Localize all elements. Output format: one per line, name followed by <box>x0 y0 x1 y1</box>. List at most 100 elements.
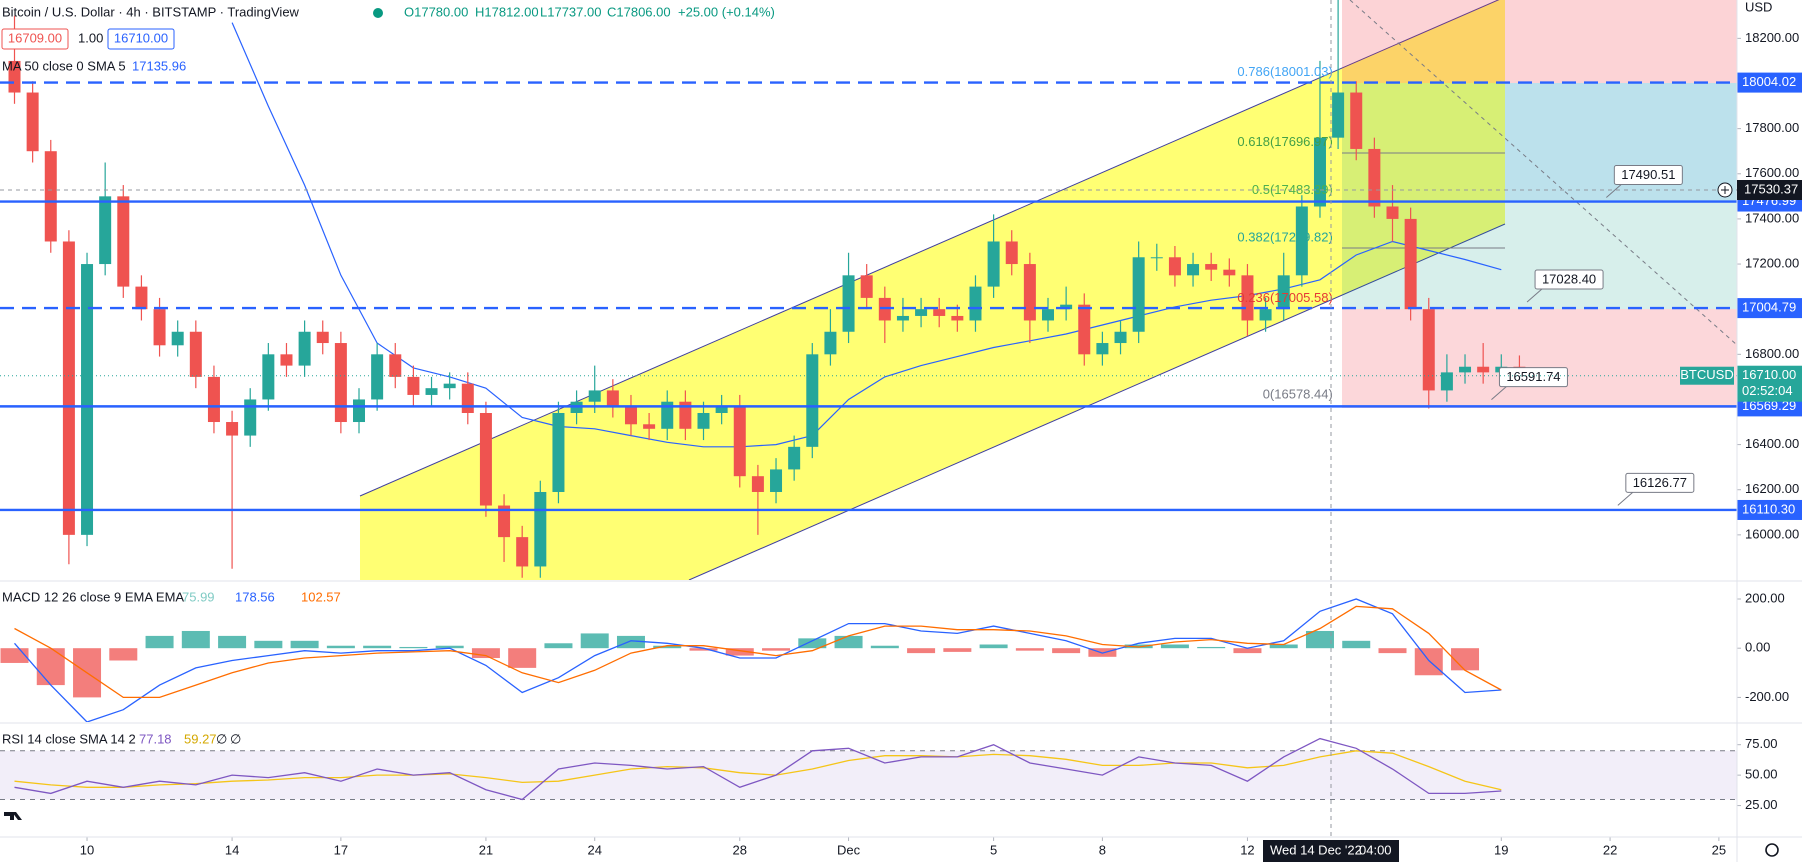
last-price: 16710.00 <box>1742 367 1796 382</box>
candle-body <box>1078 304 1091 355</box>
candle-body <box>353 399 366 423</box>
x-tick-label: Dec <box>837 842 861 857</box>
sell-button[interactable] <box>1 28 69 50</box>
y-tick-label: 16800.00 <box>1745 346 1799 361</box>
candle-body <box>1350 92 1363 149</box>
candle-body <box>443 383 456 389</box>
low-readout: L17737.00 <box>540 4 601 19</box>
ask-price[interactable]: 16710.00 <box>114 30 168 45</box>
bid-price[interactable]: 16709.00 <box>8 30 62 45</box>
macd-histogram-bar <box>1160 644 1189 649</box>
candle-body <box>715 406 728 413</box>
candle-body <box>1223 269 1236 276</box>
candle-body <box>1042 309 1055 321</box>
callout-label: 16126.77 <box>1633 475 1687 490</box>
fib-label: 0(16578.44) <box>1263 387 1333 402</box>
candle-body <box>1459 366 1472 373</box>
macd-histogram-bar <box>1015 648 1044 651</box>
macd-histogram-bar <box>1342 640 1371 649</box>
macd-histogram-bar <box>1197 646 1226 649</box>
rsi-title: RSI 14 close SMA 14 2 <box>2 731 136 746</box>
macd-histogram-bar <box>979 644 1008 649</box>
settings[interactable] <box>1765 843 1779 857</box>
callout-box <box>1498 367 1568 388</box>
candle-body <box>334 343 347 423</box>
callout-box <box>1534 269 1604 290</box>
macd-histogram-bar <box>653 645 682 649</box>
candle-body <box>860 275 873 298</box>
candle-body <box>824 331 837 355</box>
candle-body <box>1422 309 1435 391</box>
candle-body <box>679 401 692 429</box>
candle-body <box>189 331 202 377</box>
candles <box>8 0 1526 578</box>
level-label-box <box>1737 499 1802 520</box>
currency: USD <box>1745 0 1772 14</box>
candle-body <box>1150 257 1163 259</box>
callout-pointer <box>1606 183 1623 198</box>
signal-line <box>14 605 1502 699</box>
candle-body <box>316 331 329 344</box>
x-tick-label: 17 <box>334 842 348 857</box>
candle-body <box>1386 206 1399 219</box>
macd-histogram-bar <box>363 645 392 649</box>
x-tick-label: 10 <box>80 842 94 857</box>
candle-body <box>1168 257 1181 276</box>
candle-body <box>461 383 474 413</box>
rsi-line <box>14 737 1502 801</box>
macd-readout: 75.99 <box>182 589 215 604</box>
candle-body <box>479 412 492 506</box>
callout-box <box>1625 472 1695 493</box>
macd-histogram-bar <box>616 635 645 649</box>
stop-zone <box>1342 0 1737 83</box>
last-price-box <box>1737 365 1802 402</box>
candle-body <box>207 376 220 423</box>
candle-body <box>751 476 764 492</box>
macd-histogram-bar <box>109 648 138 661</box>
candle-body <box>226 422 239 436</box>
macd-plot <box>0 598 1502 722</box>
open-readout: O17780.00 <box>404 4 468 19</box>
candle-body <box>425 388 438 395</box>
x-tick-label: 21 <box>479 842 493 857</box>
candle-body <box>117 196 130 287</box>
macd-line <box>14 598 1502 722</box>
candle-body <box>770 469 783 492</box>
crosshair-date-box <box>1263 840 1399 862</box>
candle-body <box>1277 275 1290 310</box>
macd-histogram-bar <box>1378 648 1407 654</box>
crosshair-date: Wed 14 Dec '22 <box>1270 842 1362 857</box>
candle-body <box>244 399 257 436</box>
countdown: 02:52:04 <box>1742 383 1793 398</box>
candle-body <box>135 286 148 310</box>
buy-button[interactable] <box>107 28 175 50</box>
y-tick-label: 17400.00 <box>1745 210 1799 225</box>
moving-average <box>231 22 1502 448</box>
stop-zone <box>1342 309 1737 408</box>
macd-histogram-bar <box>762 648 791 651</box>
callout-label: 17490.51 <box>1621 167 1675 182</box>
candle-body <box>44 151 57 242</box>
candle-body <box>1313 137 1326 207</box>
symbol-title: Bitcoin / U.S. Dollar · 4h · BITSTAMP · … <box>2 4 300 19</box>
rsi-readout: ∅ <box>230 731 241 746</box>
y-tick-label: 16000.00 <box>1745 526 1799 541</box>
macd-histogram-bar <box>870 645 899 649</box>
x-tick-label: 25 <box>1712 842 1726 857</box>
candle-body <box>26 92 39 152</box>
fib-label: 0.618(17696.97) <box>1237 134 1332 149</box>
candle-body <box>969 286 982 321</box>
candle-body <box>62 241 75 535</box>
fib-label: 0.786(18001.03) <box>1237 64 1332 79</box>
rsi-readout: 59.27 <box>184 731 217 746</box>
macd-histogram-bar <box>290 640 319 649</box>
candle-body <box>788 446 801 470</box>
candle-body <box>643 424 656 429</box>
macd-histogram-bar <box>508 648 537 668</box>
candle-body <box>606 390 619 407</box>
x-tick-label: 12 <box>1240 842 1254 857</box>
macd-title: MACD 12 26 close 9 EMA EMA <box>2 589 184 604</box>
y-tick-label: 17600.00 <box>1745 165 1799 180</box>
candle-body <box>1096 343 1109 355</box>
